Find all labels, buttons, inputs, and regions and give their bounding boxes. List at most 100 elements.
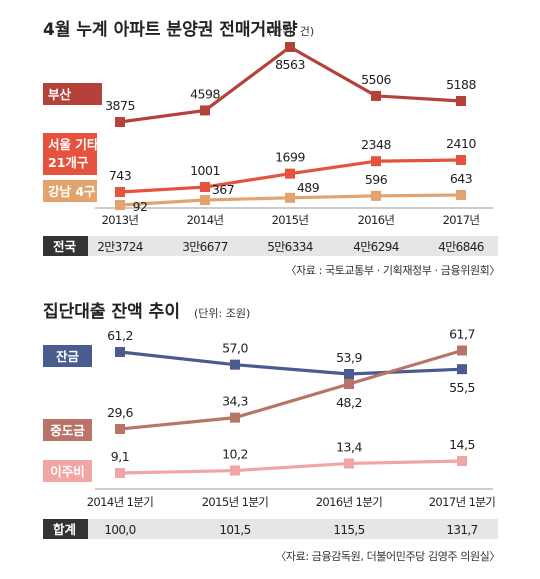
- chart1-data-label-2-0: 92: [133, 199, 148, 214]
- chart1-total-0: 2만3724: [97, 240, 143, 254]
- chart2-point-2-2: [344, 458, 354, 469]
- chart2-point-1-3: [457, 345, 467, 356]
- chart2-point-0-2: [344, 369, 354, 379]
- chart1-legend-label-1: 21개구: [48, 155, 89, 170]
- chart1-x-tick-3: 2016년: [358, 213, 395, 227]
- chart2-source: 〈자료: 금융감독원, 더불어민주당 김영주 의원실〉: [275, 550, 500, 563]
- chart2-total-2: 115,5: [333, 523, 364, 537]
- chart2-series-line-2: [119, 459, 463, 475]
- chart1-data-label-0-2: 8563: [275, 57, 305, 72]
- chart1-point-1-2: [285, 168, 295, 179]
- chart1-legend-label-0: 부산: [48, 87, 72, 102]
- chart2-data-label-1-3: 61,7: [449, 326, 475, 341]
- chart2-point-0-3: [457, 364, 467, 375]
- chart2-x-tick-0: 2014년 1분기: [87, 495, 154, 509]
- chart2-unit: (단위: 조원): [194, 307, 250, 320]
- chart2-data-label-2-3: 14,5: [449, 437, 475, 452]
- chart1-data-label-2-4: 643: [450, 171, 472, 186]
- chart1-data-label-2-2: 489: [297, 180, 320, 195]
- chart2-legend-label-2: 이주비: [50, 464, 85, 479]
- chart1-totals-label-box: [43, 236, 88, 256]
- chart1-point-1-3: [371, 156, 381, 167]
- chart1-point-0-2: [285, 42, 295, 52]
- chart1-point-2-3: [371, 190, 381, 201]
- chart1-data-label-0-0: 3875: [105, 98, 135, 113]
- chart1-legend-label-1: 서울 기타: [48, 137, 99, 152]
- chart1-legend-box-0: [43, 83, 102, 105]
- chart1-data-label-1-1: 1001: [190, 163, 220, 178]
- chart2-x-tick-3: 2017년 1분기: [429, 495, 496, 509]
- chart1-data-label-0-3: 5506: [361, 72, 391, 87]
- chart2-data-label-2-2: 13,4: [336, 439, 362, 454]
- chart1-x-tick-2: 2015년: [272, 213, 309, 227]
- chart1-data-label-1-4: 2410: [446, 136, 476, 151]
- chart2-legend-box-1: [43, 419, 92, 441]
- chart1-total-1: 3만6677: [182, 240, 228, 254]
- chart2-totals-row: [88, 519, 498, 539]
- chart2-total-1: 101,5: [219, 523, 250, 537]
- chart2-legend-label-1: 중도금: [50, 423, 85, 438]
- chart2-data-label-0-2: 53,9: [336, 350, 362, 365]
- chart2-legend-box-2: [43, 460, 92, 482]
- chart2-data-label-2-1: 10,2: [222, 447, 248, 462]
- chart2-point-2-1: [230, 465, 240, 476]
- chart1-data-label-1-2: 1699: [275, 150, 305, 165]
- chart1-totals-row: [88, 236, 498, 256]
- chart1-point-2-1: [200, 195, 210, 206]
- chart2-point-1-1: [230, 412, 240, 423]
- chart1-legend-box-2: [43, 180, 97, 202]
- chart1-data-label-1-0: 743: [109, 168, 131, 183]
- chart2-point-1-0: [115, 424, 125, 434]
- chart1-point-1-4: [456, 155, 466, 165]
- chart1-title: 4월 누계 아파트 분양권 전매거래량: [43, 20, 298, 40]
- chart2-data-label-2-0: 9,1: [111, 449, 129, 464]
- chart2-legend-label-0: 잔금: [56, 349, 80, 364]
- chart2-legend-box-0: [43, 345, 92, 367]
- chart1-total-4: 4만6846: [438, 240, 484, 254]
- chart2-x-tick-1: 2015년 1분기: [202, 495, 269, 509]
- chart2-series-line-0: [119, 350, 463, 376]
- chart1-point-2-0: [115, 200, 125, 210]
- chart2-data-label-0-3: 55,5: [449, 380, 475, 395]
- chart1-x-tick-0: 2013년: [102, 213, 139, 227]
- chart1-total-3: 4만6294: [353, 240, 399, 254]
- chart1-legend-label-2: 강남 4구: [48, 184, 96, 199]
- chart1-legend-box-1: [43, 133, 97, 175]
- chart2-data-label-1-2: 48,2: [336, 395, 362, 410]
- chart1-point-0-4: [456, 95, 466, 106]
- chart1-total-2: 5만6334: [267, 240, 313, 254]
- chart1-point-1-0: [115, 187, 125, 197]
- chart1-source: 〈자료 : 국토교통부 · 기획재정부 · 금융위원회〉: [285, 264, 500, 277]
- chart2-series-line-1: [119, 348, 463, 431]
- chart1-totals-label: 전국: [53, 239, 77, 254]
- chart2-total-0: 100,0: [104, 523, 135, 537]
- chart2-total-3: 131,7: [446, 523, 477, 537]
- chart2-data-label-0-0: 61,2: [107, 328, 133, 343]
- chart1-data-label-2-3: 596: [365, 172, 388, 187]
- chart1-x-tick-4: 2017년: [443, 213, 480, 227]
- chart2-title: 집단대출 잔액 추이: [43, 302, 180, 322]
- chart1-data-label-0-1: 4598: [190, 86, 220, 101]
- chart2-point-2-0: [115, 468, 125, 478]
- chart2-point-0-1: [230, 359, 240, 370]
- chart2-totals-label: 합계: [53, 522, 76, 537]
- chart1-data-label-2-1: 367: [212, 182, 234, 197]
- chart1-point-1-1: [200, 182, 210, 193]
- chart2-data-label-0-1: 57,0: [222, 341, 248, 356]
- chart1-point-0-3: [371, 90, 381, 101]
- chart2-data-label-1-0: 29,6: [107, 405, 133, 420]
- chart2-point-0-0: [115, 347, 125, 357]
- chart2-x-tick-2: 2016년 1분기: [316, 495, 383, 509]
- chart1-point-2-2: [285, 192, 295, 203]
- chart2-point-2-3: [457, 456, 467, 466]
- chart2-totals-label-box: [43, 519, 88, 539]
- chart1-point-2-4: [456, 190, 466, 200]
- chart1-data-label-0-4: 5188: [446, 77, 476, 92]
- chart2-point-1-2: [344, 379, 354, 389]
- chart1-unit: (단위: 건): [268, 25, 314, 38]
- chart2-data-label-1-1: 34,3: [222, 394, 248, 409]
- chart1-point-0-0: [115, 117, 125, 127]
- chart1-point-0-1: [200, 105, 210, 116]
